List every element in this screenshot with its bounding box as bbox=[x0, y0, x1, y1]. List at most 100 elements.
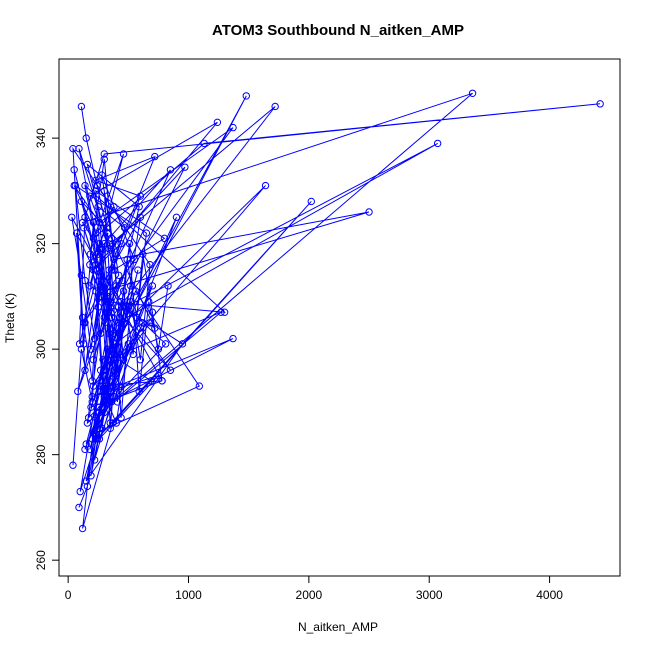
data-point bbox=[78, 313, 87, 322]
data-point bbox=[261, 181, 270, 190]
data-point bbox=[172, 213, 181, 221]
data-point bbox=[96, 245, 105, 253]
x-axis: 0 1000 2000 3000 4000 bbox=[65, 575, 563, 602]
data-point bbox=[100, 155, 108, 163]
data-point bbox=[146, 261, 154, 269]
data-point bbox=[104, 229, 112, 237]
data-point bbox=[166, 166, 175, 174]
data-point bbox=[596, 100, 604, 108]
data-point bbox=[76, 487, 84, 496]
data-point bbox=[98, 424, 106, 432]
data-point bbox=[82, 440, 90, 448]
data-point bbox=[75, 503, 83, 512]
plot-frame bbox=[58, 58, 621, 577]
data-point bbox=[113, 398, 122, 406]
data-point bbox=[95, 424, 104, 432]
data-point bbox=[133, 313, 141, 322]
data-point bbox=[117, 239, 125, 248]
data-point bbox=[123, 255, 131, 264]
data-point bbox=[119, 150, 128, 158]
data-point bbox=[433, 139, 442, 148]
data-point bbox=[95, 435, 104, 443]
data-point bbox=[142, 229, 151, 237]
data-point bbox=[95, 239, 104, 248]
data-point bbox=[94, 403, 102, 411]
data-point bbox=[139, 250, 147, 258]
data-point bbox=[135, 387, 143, 396]
data-point bbox=[96, 282, 105, 290]
data-point bbox=[70, 166, 78, 174]
data-point bbox=[160, 234, 169, 243]
data-point bbox=[69, 461, 77, 469]
data-point bbox=[106, 419, 114, 427]
data-point bbox=[81, 445, 89, 454]
data-point bbox=[468, 89, 477, 97]
x-axis-label: N_aitken_AMP bbox=[298, 620, 378, 634]
y-tick-label: 280 bbox=[34, 444, 48, 464]
data-point bbox=[145, 297, 153, 306]
data-point bbox=[166, 366, 175, 374]
data-point bbox=[229, 334, 237, 343]
data-point bbox=[135, 203, 143, 211]
data-point bbox=[95, 408, 104, 417]
data-point bbox=[178, 340, 187, 348]
data-point bbox=[217, 308, 225, 316]
x-tick-label: 0 bbox=[65, 588, 72, 602]
x-tick-label: 3000 bbox=[416, 588, 443, 602]
data-point bbox=[98, 250, 106, 258]
data-point bbox=[147, 377, 155, 385]
data-point bbox=[71, 181, 80, 190]
data-point bbox=[81, 181, 89, 190]
data-point bbox=[213, 118, 222, 127]
data-point bbox=[100, 239, 108, 248]
data-point bbox=[136, 213, 145, 221]
data-point bbox=[119, 287, 128, 295]
data-point bbox=[90, 456, 99, 464]
data-point bbox=[86, 282, 94, 290]
plot-data bbox=[68, 89, 604, 533]
y-tick-label: 300 bbox=[34, 339, 48, 359]
data-point bbox=[82, 477, 90, 485]
data-point bbox=[100, 408, 108, 417]
data-point bbox=[365, 208, 373, 216]
data-point bbox=[81, 276, 89, 285]
data-point bbox=[69, 144, 77, 153]
data-point bbox=[100, 392, 108, 401]
data-point bbox=[90, 429, 99, 438]
data-point bbox=[87, 472, 95, 480]
data-point bbox=[75, 340, 84, 348]
data-point bbox=[77, 102, 86, 111]
data-point bbox=[181, 163, 189, 171]
y-tick-label: 320 bbox=[34, 233, 48, 253]
data-point bbox=[148, 308, 157, 316]
data-point bbox=[80, 340, 88, 348]
data-point bbox=[83, 482, 92, 491]
data-point bbox=[87, 403, 95, 411]
data-point bbox=[242, 92, 250, 100]
data-point bbox=[119, 356, 128, 364]
chart-title: ATOM3 Southbound N_aitken_AMP bbox=[212, 22, 464, 39]
data-point bbox=[92, 414, 100, 422]
data-point bbox=[78, 524, 87, 533]
data-point bbox=[102, 224, 111, 232]
y-tick-label: 260 bbox=[34, 550, 48, 570]
data-point bbox=[154, 345, 163, 353]
data-point bbox=[116, 313, 124, 322]
y-axis-label: Theta (K) bbox=[3, 293, 17, 343]
data-point bbox=[93, 181, 101, 190]
data-point bbox=[96, 382, 105, 390]
data-point bbox=[105, 329, 113, 338]
data-point bbox=[136, 192, 145, 200]
data-point bbox=[110, 392, 118, 401]
data-point bbox=[200, 139, 208, 148]
data-point bbox=[98, 171, 106, 179]
data-point bbox=[107, 266, 116, 274]
data-point bbox=[164, 282, 172, 290]
data-point bbox=[83, 419, 92, 427]
data-point bbox=[148, 282, 157, 290]
data-point bbox=[100, 150, 108, 158]
data-point bbox=[72, 229, 81, 237]
data-point bbox=[139, 319, 147, 327]
data-point bbox=[106, 424, 114, 432]
y-tick-label: 340 bbox=[34, 128, 48, 148]
